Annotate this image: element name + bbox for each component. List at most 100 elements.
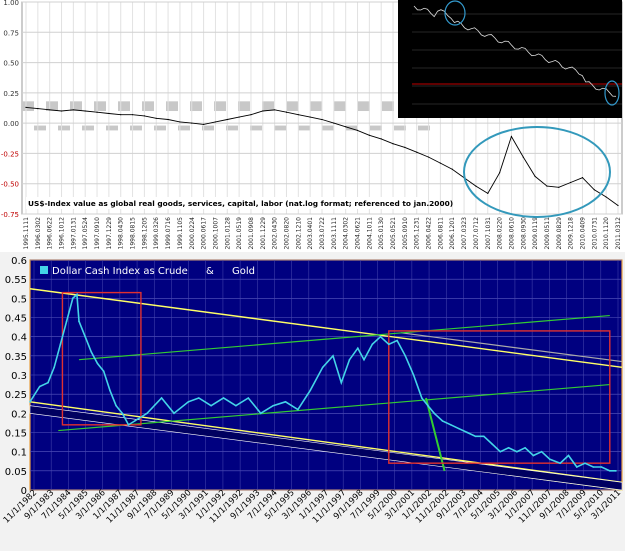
top-x-tick-label: 1998.0815 (130, 217, 137, 250)
bottom-series-point (65, 320, 68, 323)
top-y-tick-label: 0.50 (3, 60, 19, 68)
support-line-green-upper (78, 314, 610, 361)
top-band-cell (334, 101, 346, 112)
bottom-series-point (609, 470, 611, 472)
top-x-tick-label: 2010.0731 (591, 217, 598, 250)
highlight-box-1985 (61, 291, 142, 426)
bottom-series-point (115, 404, 117, 407)
top-title-bg (26, 197, 428, 209)
bottom-series-point (540, 450, 543, 453)
bottom-series-point (160, 397, 163, 399)
top-x-tick-label: 2008.0610 (508, 217, 515, 250)
bottom-series-point (102, 370, 105, 372)
bottom-y-tick-label: 0.25 (5, 390, 27, 401)
top-series-point (499, 172, 501, 174)
top-series-point (605, 196, 607, 198)
top-series-point (380, 138, 382, 140)
top-series-point (593, 189, 595, 191)
top-series-point (534, 175, 536, 178)
top-series-point (570, 181, 572, 184)
bottom-series-point (600, 466, 603, 468)
top-series-point (191, 122, 193, 124)
top-x-tick-label: 2006.0422 (426, 217, 433, 250)
top-series-point (487, 192, 489, 195)
top-y-tick-label: -0.50 (1, 181, 19, 189)
top-band-cell (418, 125, 430, 131)
top-y-tick-label: -0.75 (1, 211, 19, 219)
bottom-series-point (133, 420, 136, 422)
trend-line-upper (29, 288, 623, 369)
top-series-point (238, 116, 240, 118)
bottom-series-point (474, 435, 477, 438)
top-y-tick-label: 0.00 (3, 120, 19, 128)
top-band-cell (118, 101, 130, 112)
top-band-cell (322, 125, 334, 131)
top-x-tick-label: 2001.0519 (236, 217, 243, 250)
top-band-cell (70, 101, 82, 112)
bottom-series-point (76, 293, 78, 296)
bottom-series-point (78, 320, 80, 323)
top-series-point (309, 116, 311, 118)
top-x-tick-label: 2010.0409 (579, 217, 586, 250)
top-x-tick-label: 2002.1210 (295, 217, 302, 250)
bottom-y-tick-label: 0.15 (5, 429, 27, 440)
top-series-point (155, 117, 157, 119)
bottom-series-point (272, 404, 274, 407)
bottom-y-tick-label: 0.05 (5, 467, 27, 478)
top-x-tick-label: 1995.1111 (23, 217, 30, 250)
bottom-series-point (559, 462, 562, 464)
bottom-series-point (340, 381, 343, 384)
top-x-tick-label: 1999.0326 (153, 217, 160, 250)
top-series-point (37, 108, 39, 110)
top-x-tick-label: 1997.0910 (94, 217, 101, 250)
bottom-series-point (549, 458, 551, 461)
top-x-tick-label: 2009.0829 (556, 217, 563, 250)
top-band-cell (262, 101, 274, 112)
bottom-series-point (235, 404, 237, 407)
top-band-cell (214, 101, 226, 112)
top-band-cell (22, 101, 34, 112)
top-band-cell (346, 125, 358, 131)
bottom-series-point (499, 450, 502, 453)
top-x-tick-label: 1996.1012 (59, 217, 66, 250)
top-band-cell (34, 125, 46, 131)
bottom-series-point (309, 389, 312, 392)
bottom-series-point (127, 424, 130, 426)
bottom-y-tick-label: 0.4 (11, 333, 27, 344)
bottom-series-point (441, 420, 444, 422)
top-chart-title: US$-Index value as global real goods, se… (28, 199, 453, 208)
top-band-cell (106, 125, 118, 131)
top-band-cell (202, 125, 214, 131)
inset-highlight-ellipse (604, 80, 620, 106)
top-x-tick-label: 1997.0524 (82, 217, 89, 250)
bottom-series-point (379, 335, 382, 338)
top-series-point (581, 177, 584, 179)
highlight-box-2001 (388, 330, 611, 464)
top-series-point (416, 151, 418, 153)
legend-label-gold: Gold (232, 266, 255, 277)
top-series-point (25, 106, 27, 108)
bottom-series-point (567, 454, 570, 457)
bottom-series-point (321, 366, 324, 369)
bottom-series-point (615, 470, 617, 472)
top-series-point (60, 110, 63, 112)
top-band-cell (358, 101, 370, 112)
trend-band (29, 405, 623, 491)
bottom-series-point (387, 343, 390, 346)
bottom-series-point (90, 351, 93, 353)
bottom-series-point (371, 343, 374, 346)
top-series-point (321, 118, 323, 121)
bottom-series-point (404, 355, 407, 357)
top-x-tick-label: 2006.1201 (449, 217, 456, 250)
top-series-point (356, 129, 359, 132)
top-band-cell (382, 101, 394, 112)
bottom-series-point (284, 401, 287, 403)
bottom-series-point (532, 454, 535, 457)
top-series-point (203, 123, 205, 125)
top-band-cell (370, 125, 382, 131)
top-series-point (49, 109, 51, 111)
bottom-series-point (427, 404, 429, 407)
top-series-point (427, 156, 430, 158)
bottom-series-point (449, 424, 452, 426)
top-series-point (108, 112, 110, 115)
